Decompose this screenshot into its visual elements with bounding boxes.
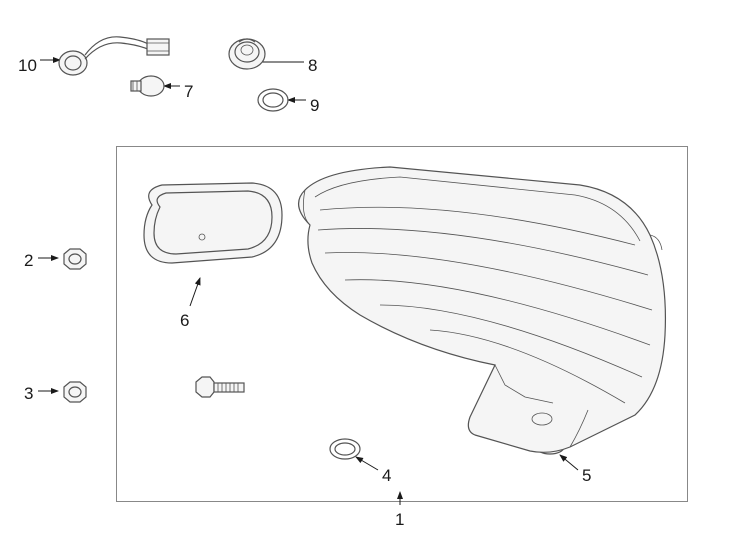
part-nut-2 — [60, 246, 88, 272]
part-nut-3 — [60, 379, 88, 405]
callout-6: 6 — [180, 311, 189, 331]
callout-2: 2 — [24, 251, 33, 271]
part-oring-9 — [256, 86, 292, 114]
part-tail-lamp-assy — [270, 155, 675, 470]
callout-3: 3 — [24, 384, 33, 404]
part-bulb — [125, 70, 170, 105]
part-socket-cap — [225, 32, 270, 72]
callout-7: 7 — [184, 82, 193, 102]
part-bolt — [192, 374, 252, 404]
callout-8: 8 — [308, 56, 317, 76]
callout-10: 10 — [18, 56, 37, 76]
callout-9: 9 — [310, 96, 319, 116]
callout-1: 1 — [395, 510, 404, 530]
part-gasket — [132, 175, 292, 275]
